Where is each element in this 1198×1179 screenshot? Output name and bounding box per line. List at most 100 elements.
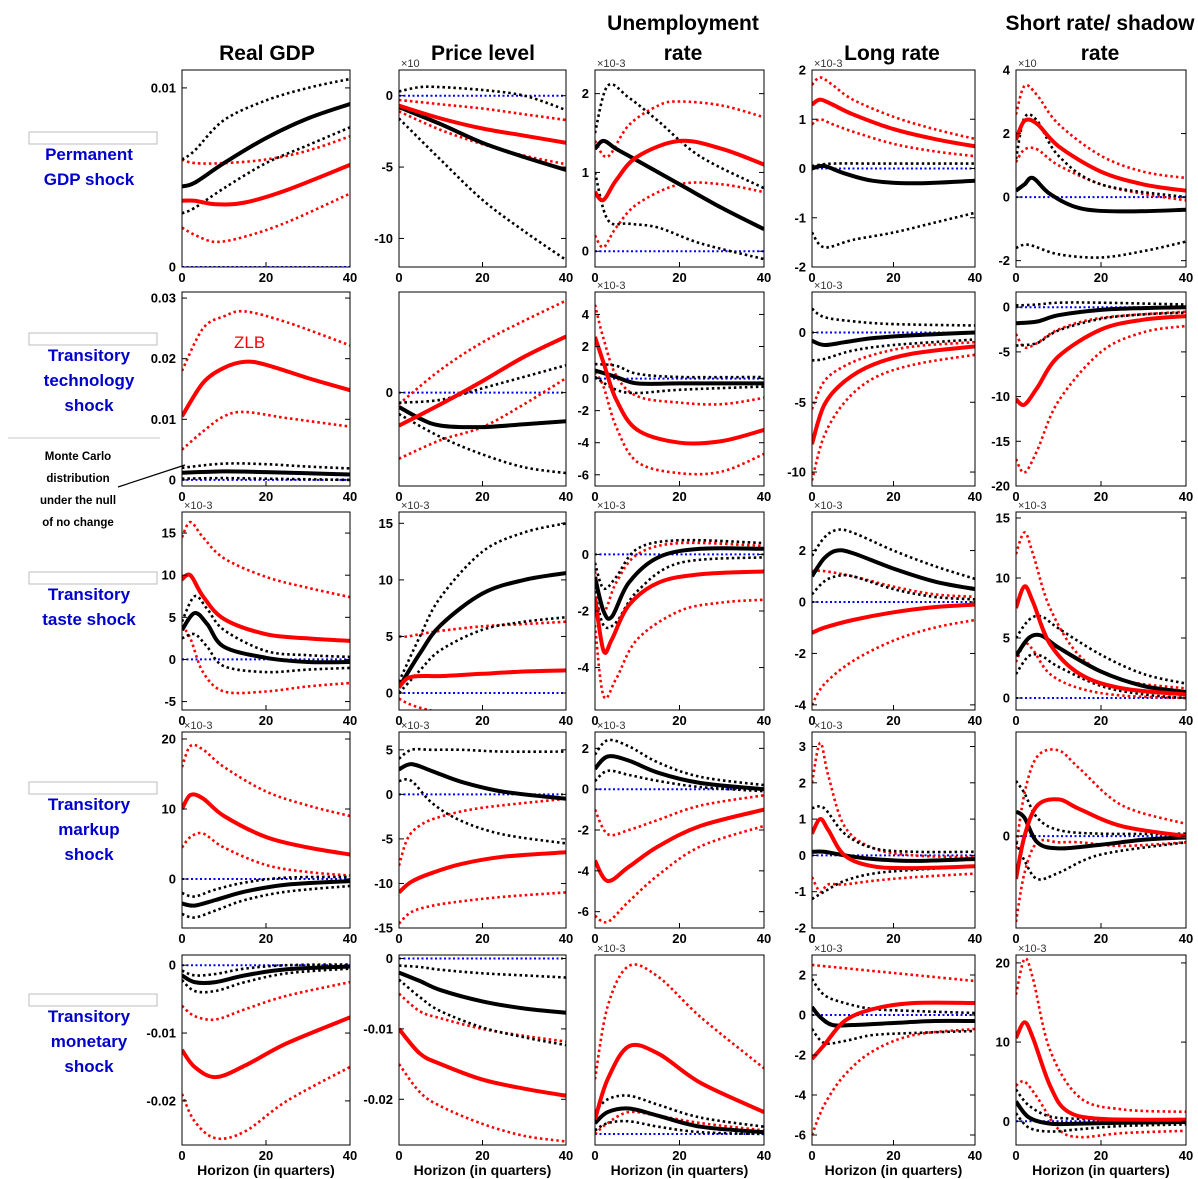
row-label-line: shock <box>64 1057 114 1076</box>
series-null-band-lower <box>595 1119 764 1136</box>
series-zlb-mean <box>812 817 975 871</box>
row-label-line: Transitory <box>48 795 131 814</box>
x-tick-label: 20 <box>886 1148 900 1163</box>
series-null-band-lower <box>1016 240 1186 259</box>
x-axis-label: Horizon (in quarters) <box>197 1162 335 1178</box>
axes-frame <box>811 954 976 1146</box>
series-zlb-mean <box>182 572 350 643</box>
axis-exponent-label: ×10-3 <box>597 720 625 732</box>
series-zlb-band-upper <box>399 992 566 1043</box>
panel-r2-c5: -20 -15 -10 -5 0 0 20 40 <box>991 291 1193 504</box>
monte-carlo-note-line: under the null <box>40 495 116 507</box>
series-null-mean <box>399 405 566 430</box>
series-zlb-band-lower <box>182 192 350 244</box>
row-label-line: monetary <box>51 1032 128 1051</box>
panel-r5-c1: -0.02 -0.01 0 0 20 40 Horizon (in quarters) <box>146 954 357 1178</box>
y-tick-label: -10 <box>787 465 806 480</box>
series-zlb-mean <box>399 850 566 894</box>
series-null-band-upper <box>595 538 764 591</box>
y-tick-label: 0.03 <box>151 291 176 306</box>
series-null-mean <box>812 849 975 863</box>
y-tick-label: -0.02 <box>146 1093 176 1108</box>
y-tick-label: 3 <box>799 739 806 754</box>
panel-r4-c5: 0 0 20 40 <box>1003 731 1193 946</box>
series-null-band-upper <box>399 964 566 979</box>
x-tick-label: 40 <box>757 931 771 946</box>
series-null-band-lower <box>595 769 764 793</box>
y-tick-label: 0 <box>799 595 806 610</box>
y-tick-label: 15 <box>996 511 1010 526</box>
series-null-mean <box>595 1106 764 1135</box>
series-null-band-lower <box>812 1028 975 1046</box>
series-zlb-band-lower <box>182 410 350 451</box>
axis-exponent-label: ×10 <box>1018 58 1037 70</box>
row-label-frame <box>28 993 158 1007</box>
x-tick-label: 40 <box>757 270 771 285</box>
y-tick-label: -2 <box>577 604 589 619</box>
row-label-line: taste shock <box>42 610 136 629</box>
y-tick-label: -10 <box>374 231 393 246</box>
series-null-band-upper <box>182 77 350 161</box>
row-label-5: Transitory monetary shock <box>48 1007 131 1076</box>
series-null-mean <box>182 469 350 477</box>
x-tick-label: 20 <box>672 270 686 285</box>
axis-exponent-label: ×10-3 <box>814 720 842 732</box>
series-zlb-band-lower <box>1016 146 1186 202</box>
x-tick-label: 0 <box>178 1148 185 1163</box>
x-tick-label: 0 <box>178 931 185 946</box>
row-label-frame <box>28 332 158 346</box>
y-tick-label: -20 <box>991 479 1010 494</box>
series-zlb-band-lower <box>812 117 975 158</box>
y-tick-label: 1 <box>582 165 589 180</box>
series-zlb-band-upper <box>182 743 350 818</box>
series-null-band-lower <box>399 978 566 1047</box>
y-tick-label: 1 <box>799 812 806 827</box>
series-zlb-band-upper <box>595 963 764 1080</box>
y-tick-label: 4 <box>582 307 590 322</box>
series-null-band-upper <box>812 978 975 1015</box>
column-title-short-rate-line-2: rate <box>1081 42 1120 65</box>
axes-frame <box>1015 731 1187 929</box>
series-null-band-upper <box>595 738 764 787</box>
zlb-annotation: ZLB <box>234 333 265 352</box>
series-null-band-upper <box>182 594 350 659</box>
series-zlb-mean <box>399 334 566 428</box>
panel-r4-c4: -2 -1 0 1 2 3 0 20 40 ×10-3 <box>794 720 982 946</box>
y-tick-label: -6 <box>577 467 589 482</box>
series-zlb-mean <box>182 792 350 857</box>
series-null-mean <box>399 571 566 689</box>
y-tick-label: 15 <box>379 516 393 531</box>
row-label-1: Permanent GDP shock <box>44 145 135 189</box>
y-tick-label: -5 <box>381 160 393 175</box>
x-tick-label: 0 <box>591 1148 598 1163</box>
x-tick-label: 0 <box>1012 713 1019 728</box>
series-null-mean <box>399 762 566 801</box>
y-tick-label: -2 <box>998 253 1010 268</box>
y-tick-label: 0 <box>386 88 393 103</box>
series-zlb-mean <box>182 163 350 207</box>
x-tick-label: 40 <box>1179 489 1193 504</box>
series-zlb-mean <box>1016 797 1186 880</box>
series-zlb-band-lower <box>812 1027 975 1136</box>
series-null-mean <box>399 105 566 172</box>
y-tick-label: 0 <box>169 260 176 275</box>
y-tick-label: 15 <box>162 526 176 541</box>
axes-frame <box>811 731 976 929</box>
y-tick-label: 2 <box>799 968 806 983</box>
panel-lines <box>1016 83 1186 259</box>
column-title-real-gdp: Real GDP <box>219 42 315 65</box>
axes-frame <box>1015 511 1187 711</box>
row-label-line: markup <box>58 820 119 839</box>
panel-lines <box>595 963 764 1136</box>
series-zlb-mean <box>399 1027 566 1098</box>
x-tick-label: 40 <box>559 489 573 504</box>
x-tick-label: 0 <box>395 713 402 728</box>
monte-carlo-note-line: distribution <box>46 473 109 485</box>
series-null-mean <box>182 102 350 189</box>
y-tick-label: -15 <box>374 921 393 936</box>
series-zlb-band-lower <box>595 598 764 700</box>
axes-frame <box>181 731 351 929</box>
